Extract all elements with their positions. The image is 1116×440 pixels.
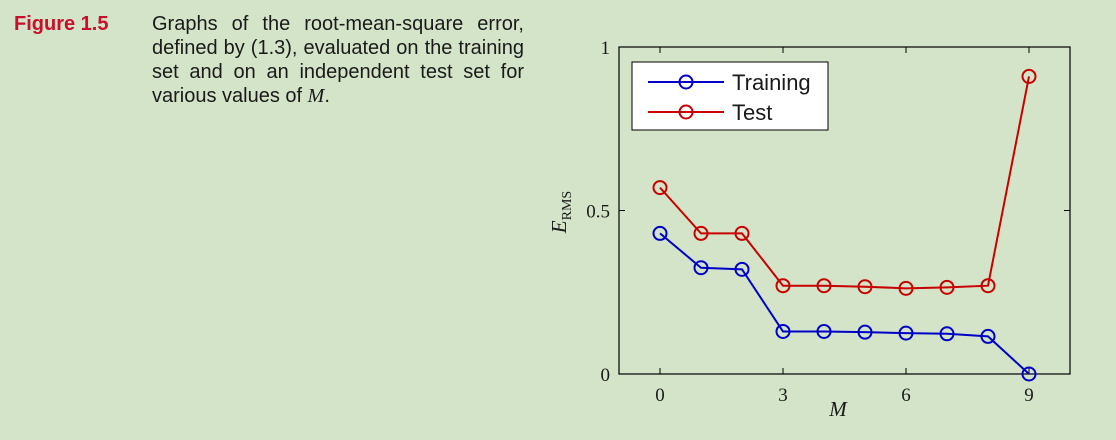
x-tick-label: 0 <box>655 385 665 406</box>
x-tick-label: 9 <box>1024 385 1034 406</box>
data-point-training <box>693 260 709 276</box>
caption-math-symbol: M <box>307 85 325 107</box>
caption-text-end: . <box>324 85 330 107</box>
data-point-test <box>734 225 750 241</box>
data-point-test <box>693 225 709 241</box>
series-line-test <box>659 76 1030 290</box>
x-tick-label: 3 <box>778 385 788 406</box>
data-point-training <box>775 323 791 339</box>
figure-caption: Figure 1.5 Graphs of the root-mean-squar… <box>14 12 524 108</box>
y-tick-label: 0.5 <box>586 202 610 223</box>
data-point-training <box>1021 366 1037 382</box>
data-point-test <box>857 279 873 295</box>
legend-box <box>631 61 829 131</box>
x-tick-label: 6 <box>901 385 911 406</box>
data-point-training <box>734 261 750 277</box>
data-point-training <box>652 225 668 241</box>
svg-text:ERMS: ERMS <box>547 191 575 234</box>
data-point-test <box>816 278 832 294</box>
data-point-test <box>939 279 955 295</box>
legend-marker-training <box>678 74 694 90</box>
data-point-test <box>775 278 791 294</box>
y-axis-label-main: E <box>547 220 571 234</box>
data-point-test <box>652 180 668 196</box>
caption-text-body: Graphs of the root-mean-square error, de… <box>152 13 524 107</box>
y-axis-label-sub: RMS <box>560 191 575 221</box>
legend: Training Test <box>631 61 829 131</box>
y-tick-label: 1 <box>601 38 611 59</box>
data-point-training <box>939 326 955 342</box>
y-tick-label: 0 <box>601 365 611 386</box>
series-layer <box>652 68 1037 382</box>
data-point-training <box>816 323 832 339</box>
legend-label-training: Training <box>732 70 811 95</box>
legend-marker-test <box>678 104 694 120</box>
data-point-training <box>980 328 996 344</box>
legend-label-test: Test <box>732 100 772 125</box>
caption-text: Graphs of the root-mean-square error, de… <box>152 12 524 108</box>
data-point-training <box>857 324 873 340</box>
axis-ticks: 0 3 6 9 0 0.5 1 <box>586 38 1070 406</box>
figure-label: Figure 1.5 <box>14 13 109 35</box>
data-point-test <box>898 280 914 296</box>
data-point-test <box>1021 68 1037 84</box>
x-axis-label: M <box>828 397 848 421</box>
data-point-training <box>898 325 914 341</box>
data-point-test <box>980 278 996 294</box>
series-line-training <box>659 232 1030 375</box>
y-axis-label: ERMS <box>547 191 575 234</box>
